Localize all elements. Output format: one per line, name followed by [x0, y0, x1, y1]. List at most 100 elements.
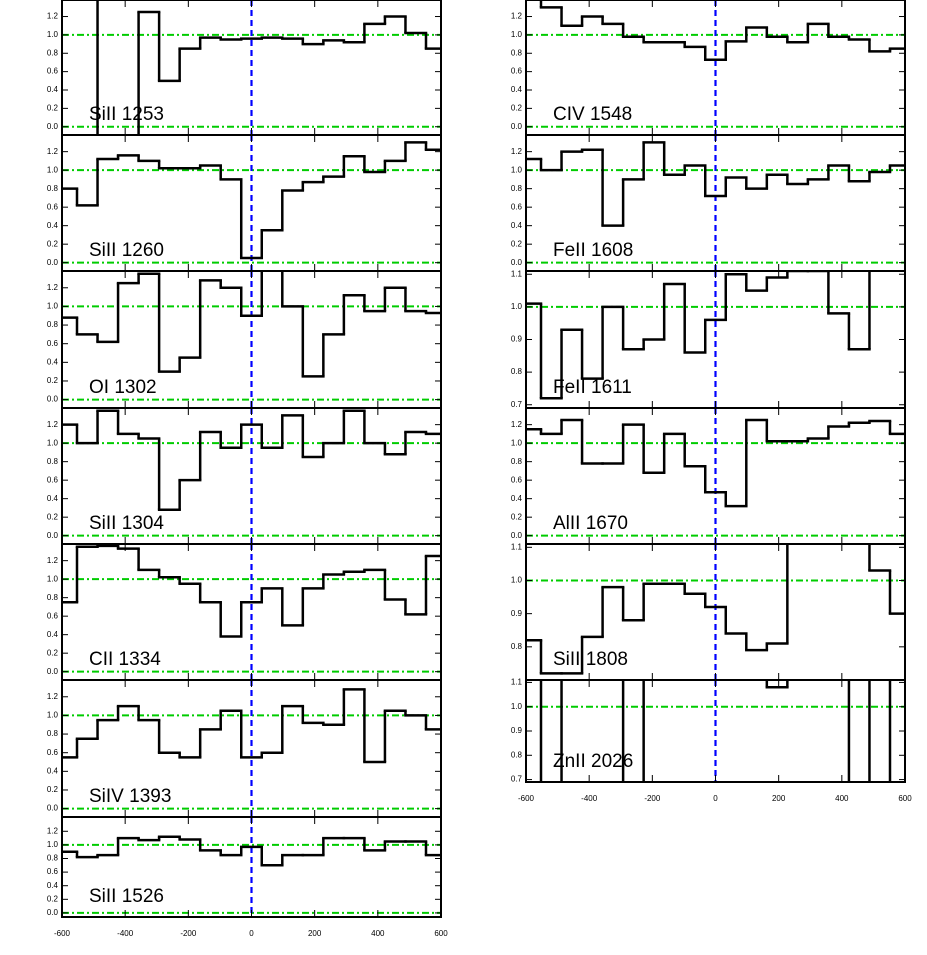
y-tick-label: 0.9	[511, 609, 523, 618]
panel	[526, 0, 905, 135]
y-tick-label: 0.0	[47, 258, 59, 267]
y-tick-label: 1.2	[511, 420, 523, 429]
y-tick-label: 1.2	[511, 147, 523, 156]
x-tick-label: -600	[518, 794, 535, 803]
x-tick-label: -400	[117, 929, 134, 938]
line-label: OI 1302	[89, 377, 157, 398]
y-tick-label: 0.0	[47, 395, 59, 404]
panel	[526, 135, 905, 271]
line-label: FeII 1611	[553, 377, 632, 398]
y-tick-label: 0.4	[47, 221, 59, 230]
y-tick-label: 1.2	[47, 147, 59, 156]
y-tick-label: 0.8	[47, 48, 59, 57]
x-tick-label: -200	[644, 794, 661, 803]
y-tick-label: 0.9	[511, 335, 523, 344]
panel	[526, 680, 905, 782]
y-tick-label: 0.4	[47, 630, 59, 639]
y-tick-label: 0.0	[511, 258, 523, 267]
y-tick-label: 1.0	[47, 438, 59, 447]
y-tick-label: 0.4	[511, 85, 523, 94]
y-tick-label: 0.0	[47, 122, 59, 131]
y-tick-label: 0.2	[47, 512, 59, 521]
y-tick-label: 0.2	[47, 103, 59, 112]
y-tick-label: 1.0	[511, 576, 523, 585]
y-tick-label: 0.0	[511, 122, 523, 131]
y-tick-label: 0.8	[511, 642, 523, 651]
y-tick-label: 0.8	[47, 729, 59, 738]
y-tick-label: 0.4	[47, 85, 59, 94]
line-label: SiII 1260	[89, 240, 164, 261]
x-tick-label: 200	[772, 794, 786, 803]
y-tick-label: 0.8	[511, 48, 523, 57]
y-tick-label: 0.6	[511, 475, 523, 484]
line-label: CII 1334	[89, 649, 161, 670]
panel	[62, 680, 441, 817]
y-tick-label: 1.2	[47, 283, 59, 292]
y-tick-label: 1.2	[47, 556, 59, 565]
y-tick-label: 1.2	[47, 420, 59, 429]
y-tick-label: 0.8	[511, 367, 523, 376]
y-tick-label: 1.0	[511, 702, 523, 711]
y-tick-label: 0.0	[47, 667, 59, 676]
y-tick-label: 0.2	[511, 239, 523, 248]
y-tick-label: 1.0	[47, 165, 59, 174]
y-tick-label: 1.0	[47, 711, 59, 720]
y-tick-label: 0.8	[47, 320, 59, 329]
y-tick-label: 0.8	[47, 854, 59, 863]
y-tick-label: 0.7	[511, 775, 523, 784]
y-tick-label: 1.1	[511, 542, 523, 551]
panel	[62, 408, 441, 544]
y-tick-label: 0.4	[511, 221, 523, 230]
y-tick-label: 1.0	[47, 840, 59, 849]
x-tick-label: 400	[835, 794, 849, 803]
y-tick-label: 0.0	[511, 531, 523, 540]
y-tick-label: 0.6	[47, 611, 59, 620]
y-tick-label: 1.2	[47, 692, 59, 701]
y-tick-label: 0.6	[47, 67, 59, 76]
y-tick-label: 1.1	[511, 269, 523, 278]
line-label: SiII 1526	[89, 886, 164, 907]
line-label: FeII 1608	[553, 240, 633, 261]
y-tick-label: 1.2	[47, 12, 59, 21]
line-label: SiII 1253	[89, 104, 164, 125]
line-label: ZnII 2026	[553, 751, 633, 772]
x-tick-label: 0	[713, 794, 718, 803]
panel	[62, 544, 441, 680]
y-tick-label: 0.0	[47, 804, 59, 813]
panel	[62, 135, 441, 271]
y-tick-label: 0.8	[511, 750, 523, 759]
x-tick-label: 600	[898, 794, 912, 803]
y-tick-label: 1.0	[47, 302, 59, 311]
y-tick-label: 1.0	[511, 302, 523, 311]
y-tick-label: 0.6	[47, 748, 59, 757]
y-tick-label: 0.8	[47, 593, 59, 602]
y-tick-label: 0.4	[47, 494, 59, 503]
y-tick-label: 0.2	[47, 376, 59, 385]
y-tick-label: 1.0	[47, 574, 59, 583]
panel	[526, 271, 905, 408]
y-tick-label: 0.6	[47, 867, 59, 876]
y-tick-label: 0.2	[47, 894, 59, 903]
y-tick-label: 0.9	[511, 726, 523, 735]
y-tick-label: 0.6	[47, 202, 59, 211]
y-tick-label: 1.2	[511, 12, 523, 21]
line-label: CIV 1548	[553, 104, 632, 125]
y-tick-label: 1.0	[511, 30, 523, 39]
y-tick-label: 0.8	[47, 457, 59, 466]
y-tick-label: 0.7	[511, 400, 523, 409]
y-tick-label: 0.6	[47, 475, 59, 484]
x-tick-label: -600	[54, 929, 71, 938]
panel	[526, 544, 905, 680]
y-tick-label: 0.6	[511, 67, 523, 76]
y-tick-label: 0.6	[511, 202, 523, 211]
y-tick-label: 1.0	[47, 30, 59, 39]
y-tick-label: 1.0	[511, 438, 523, 447]
line-label: SiIV 1393	[89, 786, 171, 807]
x-tick-label: -400	[581, 794, 598, 803]
panel	[62, 271, 441, 408]
y-tick-label: 1.1	[511, 678, 523, 687]
line-label: AlII 1670	[553, 513, 628, 534]
panel	[62, 0, 441, 135]
x-tick-label: 0	[249, 929, 254, 938]
y-tick-label: 0.0	[47, 908, 59, 917]
